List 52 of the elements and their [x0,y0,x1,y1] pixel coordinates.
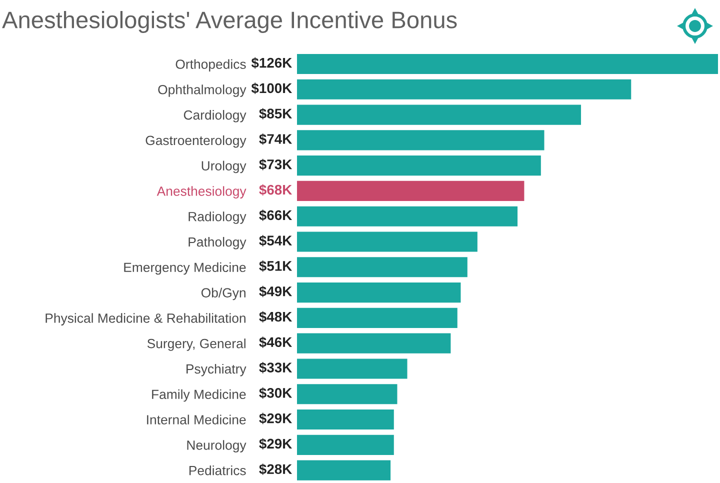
data-label: $29K [259,438,292,450]
data-label: $49K [259,286,292,298]
bar [297,180,524,201]
y-tick-label: Emergency Medicine [124,262,246,275]
y-tick-label: Neurology [187,440,246,452]
y-tick-label: Family Medicine [152,389,246,402]
bar [297,79,632,100]
y-tick-label: Cardiology [184,110,246,122]
data-label: $100K [251,82,292,94]
y-tick-label: Radiology [188,212,246,224]
bar [297,156,541,176]
data-label: $66K [259,210,292,221]
y-tick-label: Psychiatry [186,364,246,376]
chart-title: Anesthesiologists' Average Incentive Bonus [2,10,457,34]
y-tick-label: Physical Medicine & Rehabilitation [46,313,246,326]
bar [297,308,458,328]
y-tick-label: Anesthesiology [156,186,246,198]
data-label: $51K [259,260,292,272]
data-label: $126K [251,57,292,69]
y-tick-label: Ob/Gyn [201,288,246,300]
data-label: $74K [259,133,292,145]
y-tick-label: Surgery, General [147,338,246,351]
bar [297,384,398,404]
bar [297,104,582,125]
y-tick-label: Ophthalmology [158,84,246,97]
bar [297,54,718,74]
data-label: $68K [259,184,292,196]
bar [297,257,468,278]
bar [297,282,461,303]
bar [297,232,478,252]
data-label: $46K [259,336,292,348]
bar [297,358,408,379]
y-tick-label: Gastroenterology [146,135,246,148]
y-tick-label: Pathology [188,236,246,250]
y-tick-label: Pediatrics [189,466,246,476]
data-label: $29K [259,412,292,424]
y-tick-label: Orthopedics [176,59,246,72]
bar [297,130,544,150]
bar [297,409,394,430]
bar [297,434,394,455]
data-label: $30K [259,387,292,399]
bar [297,206,518,226]
y-tick-label: Urology [202,160,246,174]
bar [297,460,391,480]
data-label: $73K [259,158,292,170]
data-label: $48K [259,311,292,323]
bar [297,333,451,354]
data-label: $33K [259,362,292,374]
y-tick-label: Internal Medicine [147,414,246,424]
data-label: $54K [259,235,292,246]
data-label: $28K [259,464,292,475]
data-label: $85K [259,108,292,120]
